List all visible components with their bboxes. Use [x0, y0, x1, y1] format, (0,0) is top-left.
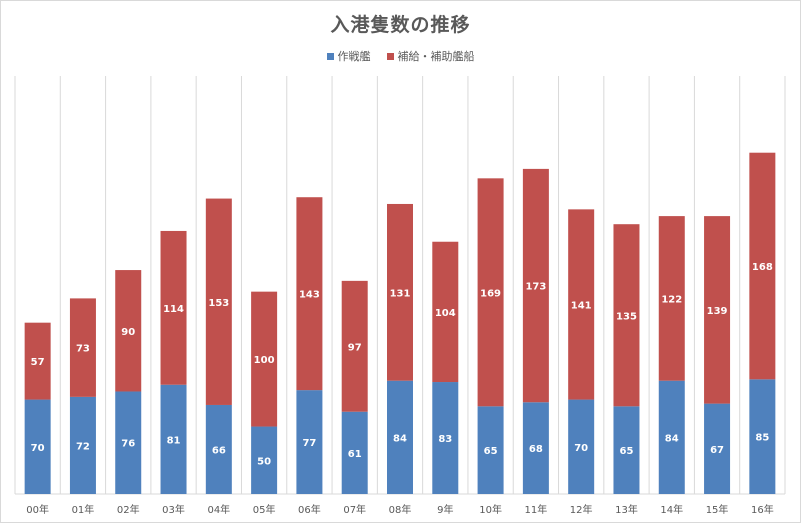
data-label-series-1: 61: [348, 449, 362, 460]
bar-series-1: [568, 399, 595, 494]
bar-series-2: [296, 197, 323, 391]
bar-series-1: [477, 406, 504, 494]
data-label-series-2: 139: [707, 306, 728, 317]
bar-series-1: [69, 396, 96, 494]
legend-item-series-1: 作戦艦: [326, 48, 371, 64]
data-label-series-2: 169: [480, 288, 501, 299]
bar-series-2: [24, 322, 51, 400]
data-label-series-2: 143: [299, 290, 320, 301]
data-label-series-2: 57: [31, 357, 45, 368]
data-label-series-2: 131: [390, 288, 411, 299]
data-label-series-2: 100: [254, 355, 275, 366]
bar-series-1: [432, 382, 459, 494]
bar-series-2: [477, 178, 504, 407]
x-tick-label: 15年: [706, 503, 729, 516]
x-tick-label: 9年: [437, 503, 453, 516]
x-tick-label: 00年: [26, 503, 49, 516]
bar-series-2: [69, 298, 96, 397]
data-label-series-2: 97: [348, 342, 362, 353]
bar-series-1: [296, 390, 323, 494]
legend-swatch-series-1: [326, 52, 334, 60]
bar-series-2: [115, 270, 142, 392]
bar-series-2: [704, 216, 731, 404]
bar-series-2: [251, 291, 278, 427]
chart-title: 入港隻数の推移: [330, 14, 471, 36]
bar-series-2: [658, 216, 685, 381]
bar-series-2: [749, 152, 776, 380]
data-label-series-1: 76: [121, 439, 135, 450]
data-label-series-1: 70: [574, 443, 588, 454]
x-tick-label: 10年: [479, 503, 502, 516]
data-label-series-1: 72: [76, 441, 90, 452]
legend-label-series-2: 補給・補助艦船: [397, 50, 475, 63]
data-label-series-2: 104: [435, 308, 456, 319]
legend: 作戦艦 補給・補助艦船: [0, 48, 801, 64]
data-label-series-1: 83: [438, 434, 452, 445]
x-tick-label: 03年: [162, 503, 185, 516]
bar-series-1: [749, 379, 776, 494]
data-label-series-1: 70: [31, 443, 45, 454]
legend-swatch-series-2: [386, 52, 394, 60]
x-tick-label: 04年: [207, 503, 230, 516]
x-tick-label: 12年: [570, 503, 593, 516]
data-label-series-1: 66: [212, 445, 226, 456]
bar-series-1: [341, 411, 368, 494]
bar-series-1: [160, 384, 187, 494]
x-tick-label: 01年: [72, 503, 95, 516]
bar-series-1: [205, 404, 232, 494]
data-label-series-2: 141: [571, 300, 592, 311]
bar-series-2: [568, 209, 595, 400]
x-tick-label: 06年: [298, 503, 321, 516]
data-label-series-2: 114: [163, 304, 184, 315]
bar-series-2: [341, 280, 368, 412]
data-label-series-1: 85: [755, 433, 769, 444]
bar-series-2: [432, 241, 459, 383]
bar-series-2: [160, 230, 187, 385]
data-label-series-2: 135: [616, 311, 637, 322]
bar-series-2: [205, 198, 232, 405]
legend-item-series-2: 補給・補助艦船: [386, 48, 475, 64]
bar-series-1: [251, 426, 278, 494]
bar-series-1: [115, 391, 142, 494]
bar-series-2: [387, 203, 413, 381]
bar-series-1: [613, 406, 640, 494]
x-tick-label: 13年: [615, 503, 638, 516]
bar-series-2: [613, 224, 640, 407]
data-label-series-1: 77: [302, 438, 316, 449]
data-label-series-1: 84: [665, 433, 679, 444]
bar-series-1: [24, 399, 51, 494]
x-tick-label: 05年: [253, 503, 276, 516]
x-tick-label: 14年: [660, 503, 683, 516]
x-tick-label: 08年: [389, 503, 412, 516]
x-tick-label: 16年: [751, 503, 774, 516]
bar-series-1: [522, 402, 549, 494]
data-label-series-1: 65: [484, 446, 498, 457]
legend-label-series-1: 作戦艦: [337, 50, 371, 63]
bar-series-1: [704, 403, 731, 494]
data-label-series-1: 50: [257, 456, 271, 467]
x-tick-label: 11年: [525, 503, 548, 516]
data-label-series-1: 65: [620, 446, 634, 457]
data-label-series-1: 67: [710, 445, 724, 456]
data-label-series-2: 90: [121, 327, 135, 338]
data-label-series-2: 153: [208, 298, 229, 309]
data-label-series-2: 168: [752, 262, 773, 273]
bar-series-2: [522, 168, 549, 403]
data-label-series-2: 73: [76, 344, 90, 355]
bar-series-1: [387, 380, 413, 494]
data-label-series-1: 68: [529, 444, 543, 455]
data-label-series-1: 84: [393, 433, 407, 444]
x-tick-label: 07年: [343, 503, 366, 516]
data-label-series-2: 173: [525, 282, 546, 293]
data-label-series-2: 122: [661, 294, 682, 305]
data-label-series-1: 81: [167, 435, 181, 446]
bar-series-1: [658, 380, 685, 494]
x-tick-label: 02年: [117, 503, 140, 516]
